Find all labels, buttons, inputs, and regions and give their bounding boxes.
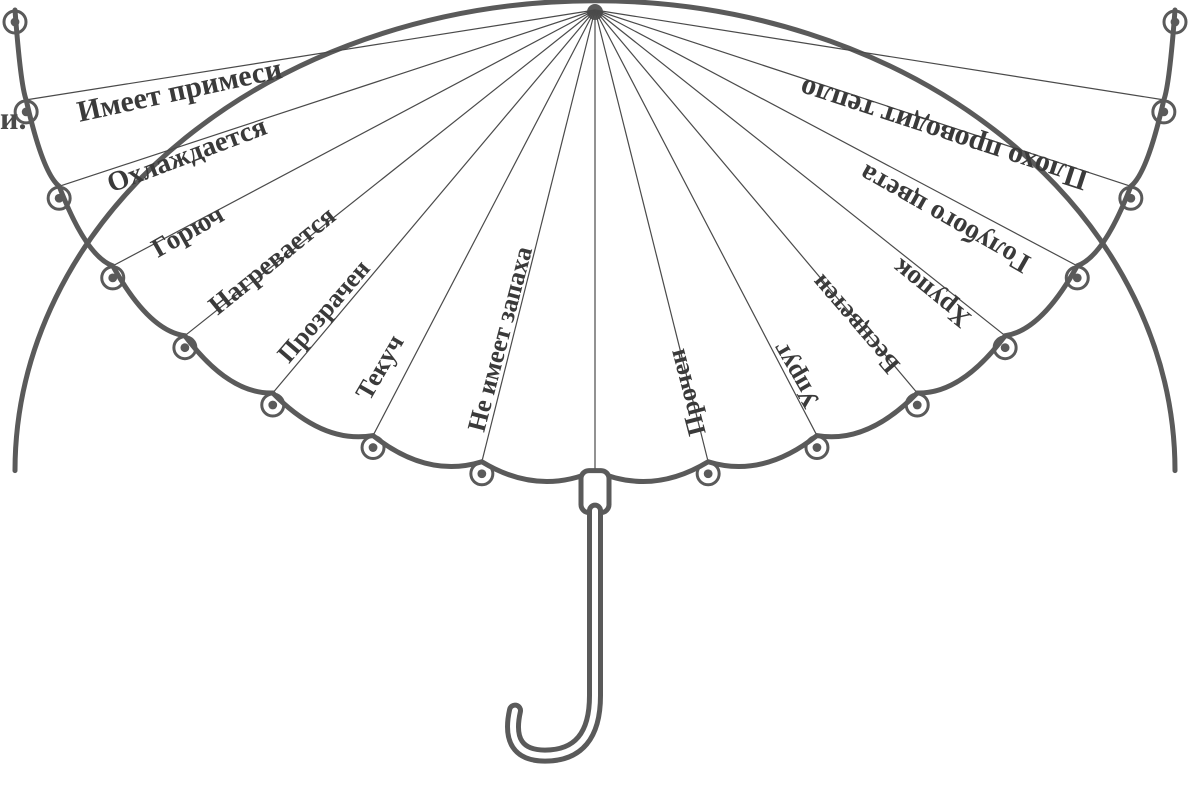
segment-label: Не имеет запаха: [462, 243, 538, 434]
segment-label: Охлаждается: [103, 111, 271, 199]
segment-label: Упруг: [765, 337, 826, 413]
umbrella-svg: Имеет примесиОхлаждаетсяГорючНагревается…: [0, 0, 1200, 798]
umbrella-diagram: Имеет примесиОхлаждаетсяГорючНагревается…: [0, 0, 1200, 798]
segment-label: Плохо проводит тепло: [796, 72, 1092, 197]
segment-label: Бесцветен: [805, 269, 906, 379]
segment-label: Горюч: [146, 199, 229, 264]
segment-label: Голубого цвета: [854, 158, 1035, 279]
segment-label: Хрупок: [885, 253, 976, 335]
side-fragment-text: и.: [0, 100, 26, 137]
segment-label: Текуч: [350, 330, 410, 405]
segment-label: Прочен: [661, 346, 711, 439]
segment-label: Прозрачен: [272, 254, 376, 368]
